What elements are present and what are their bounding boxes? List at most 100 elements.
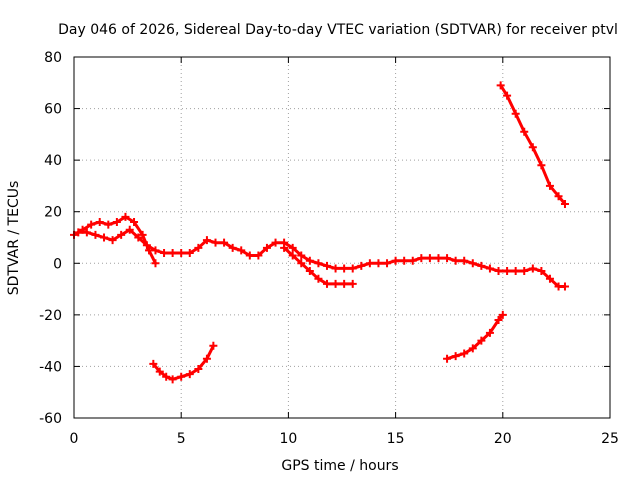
data-point xyxy=(498,310,507,319)
chart-title: Day 046 of 2026, Sidereal Day-to-day VTE… xyxy=(58,22,618,38)
data-point xyxy=(477,261,486,270)
data-point xyxy=(149,359,158,368)
data-point xyxy=(254,251,263,260)
plot-frame xyxy=(73,56,611,419)
data-point xyxy=(168,375,177,384)
data-point xyxy=(494,267,503,276)
series-track-6 xyxy=(496,81,569,208)
data-point xyxy=(554,192,563,201)
data-point xyxy=(425,254,434,263)
data-point xyxy=(211,238,220,247)
data-point xyxy=(340,264,349,273)
data-point xyxy=(460,256,469,265)
data-point xyxy=(91,230,100,239)
data-point xyxy=(305,256,314,265)
data-point xyxy=(194,243,203,252)
data-point xyxy=(468,344,477,353)
data-point xyxy=(451,352,460,361)
data-point xyxy=(314,274,323,283)
x-tick-label: 25 xyxy=(601,431,619,447)
y-tick-label: 60 xyxy=(44,102,62,118)
data-point xyxy=(357,261,366,270)
y-tick-label: 0 xyxy=(53,256,62,272)
data-point xyxy=(130,218,139,227)
data-point xyxy=(468,259,477,268)
data-point xyxy=(503,267,512,276)
data-point xyxy=(125,225,134,234)
data-point xyxy=(280,243,289,252)
data-point xyxy=(503,91,512,100)
data-point xyxy=(520,127,529,136)
data-point xyxy=(209,341,218,350)
data-point xyxy=(528,143,537,152)
data-point xyxy=(202,236,211,245)
data-point xyxy=(237,246,246,255)
data-point xyxy=(400,256,409,265)
data-point xyxy=(108,236,117,245)
data-point xyxy=(228,243,237,252)
data-point xyxy=(297,251,306,260)
data-point xyxy=(168,248,177,257)
data-point xyxy=(138,230,147,239)
data-point xyxy=(220,238,229,247)
data-point xyxy=(417,254,426,263)
data-point xyxy=(322,279,331,288)
data-point xyxy=(288,243,297,252)
data-point xyxy=(460,349,469,358)
data-series-layer xyxy=(70,81,569,384)
series-line xyxy=(151,344,215,381)
data-point xyxy=(142,241,151,250)
y-tick-label: 20 xyxy=(44,205,62,221)
y-tick-label: 80 xyxy=(44,50,62,66)
data-point xyxy=(537,267,546,276)
data-point xyxy=(511,109,520,118)
data-point xyxy=(340,279,349,288)
series-line xyxy=(76,228,567,288)
data-point xyxy=(545,274,554,283)
data-point xyxy=(82,228,91,237)
data-point xyxy=(74,228,83,237)
data-point xyxy=(494,316,503,325)
data-point xyxy=(177,248,186,257)
data-point xyxy=(520,267,529,276)
y-tick-label: 40 xyxy=(44,153,62,169)
y-tick-label: -40 xyxy=(39,359,62,375)
x-axis-label: GPS time / hours xyxy=(281,458,398,474)
data-point xyxy=(451,256,460,265)
data-point xyxy=(485,264,494,273)
data-point xyxy=(545,181,554,190)
data-point xyxy=(391,256,400,265)
data-point xyxy=(434,254,443,263)
data-point xyxy=(121,212,130,221)
data-point xyxy=(374,259,383,268)
series-track-3 xyxy=(280,243,357,288)
data-point xyxy=(245,251,254,260)
data-point xyxy=(408,256,417,265)
data-point xyxy=(104,220,113,229)
data-point xyxy=(185,248,194,257)
data-point xyxy=(262,243,271,252)
data-point xyxy=(560,282,569,291)
data-point xyxy=(271,238,280,247)
data-point xyxy=(177,372,186,381)
data-point xyxy=(100,233,109,242)
data-point xyxy=(477,336,486,345)
data-point xyxy=(485,328,494,337)
y-tick-label: -60 xyxy=(39,411,62,427)
data-point xyxy=(331,264,340,273)
data-point xyxy=(288,251,297,260)
data-point xyxy=(348,264,357,273)
series-track-5 xyxy=(443,310,507,363)
data-point xyxy=(443,254,452,263)
x-tick-label: 0 xyxy=(70,431,79,447)
data-point xyxy=(511,267,520,276)
x-tick-label: 10 xyxy=(279,431,297,447)
y-tick-label: -20 xyxy=(39,308,62,324)
data-point xyxy=(383,259,392,268)
data-point xyxy=(194,365,203,374)
data-point xyxy=(297,259,306,268)
data-point xyxy=(134,233,143,242)
data-point xyxy=(314,259,323,268)
data-point xyxy=(537,161,546,170)
